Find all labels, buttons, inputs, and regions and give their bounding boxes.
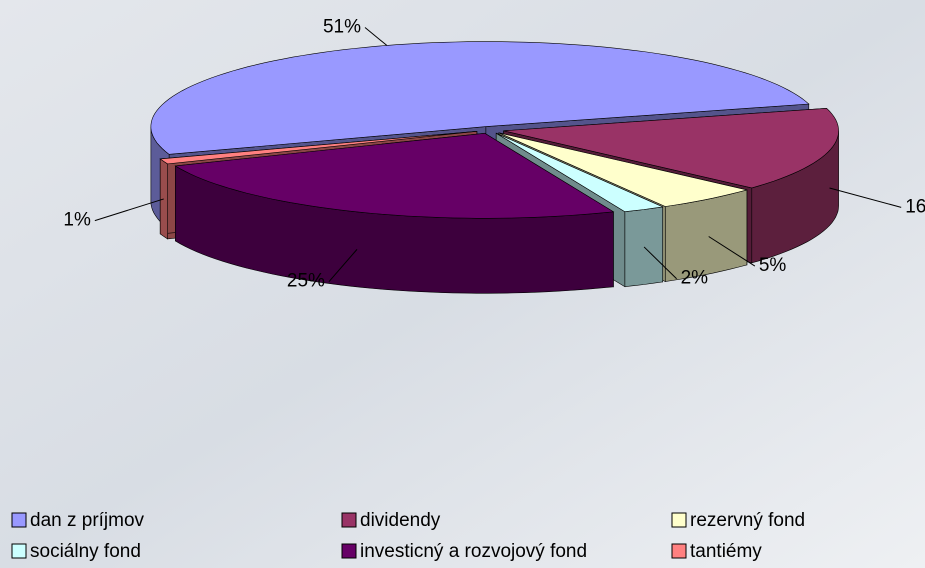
chart: 51% 16% 5% 2% 25% 1% dan z príjmov dividendy re… [0, 0, 925, 568]
slice-side [160, 159, 167, 239]
legend-label: sociálny fond [30, 541, 141, 562]
data-label: 16% [905, 196, 925, 217]
legend-label: tantiémy [690, 541, 762, 562]
legend-label: rezervný fond [690, 510, 805, 531]
pie [151, 42, 839, 294]
data-label: 25% [287, 271, 325, 292]
data-label: 5% [759, 255, 787, 276]
data-label: 51% [323, 17, 361, 38]
data-label: 1% [63, 210, 91, 231]
data-label: 2% [681, 268, 709, 289]
legend-swatch [342, 544, 356, 558]
slice-side [625, 207, 663, 287]
legend-swatch [672, 513, 686, 527]
legend-label: investicný a rozvojový fond [360, 541, 587, 562]
legend-swatch [12, 513, 26, 527]
legend-label: dividendy [360, 510, 441, 531]
legend-swatch [672, 544, 686, 558]
legend-swatch [342, 513, 356, 527]
legend-swatch [12, 544, 26, 558]
legend-label: dan z príjmov [30, 510, 145, 531]
